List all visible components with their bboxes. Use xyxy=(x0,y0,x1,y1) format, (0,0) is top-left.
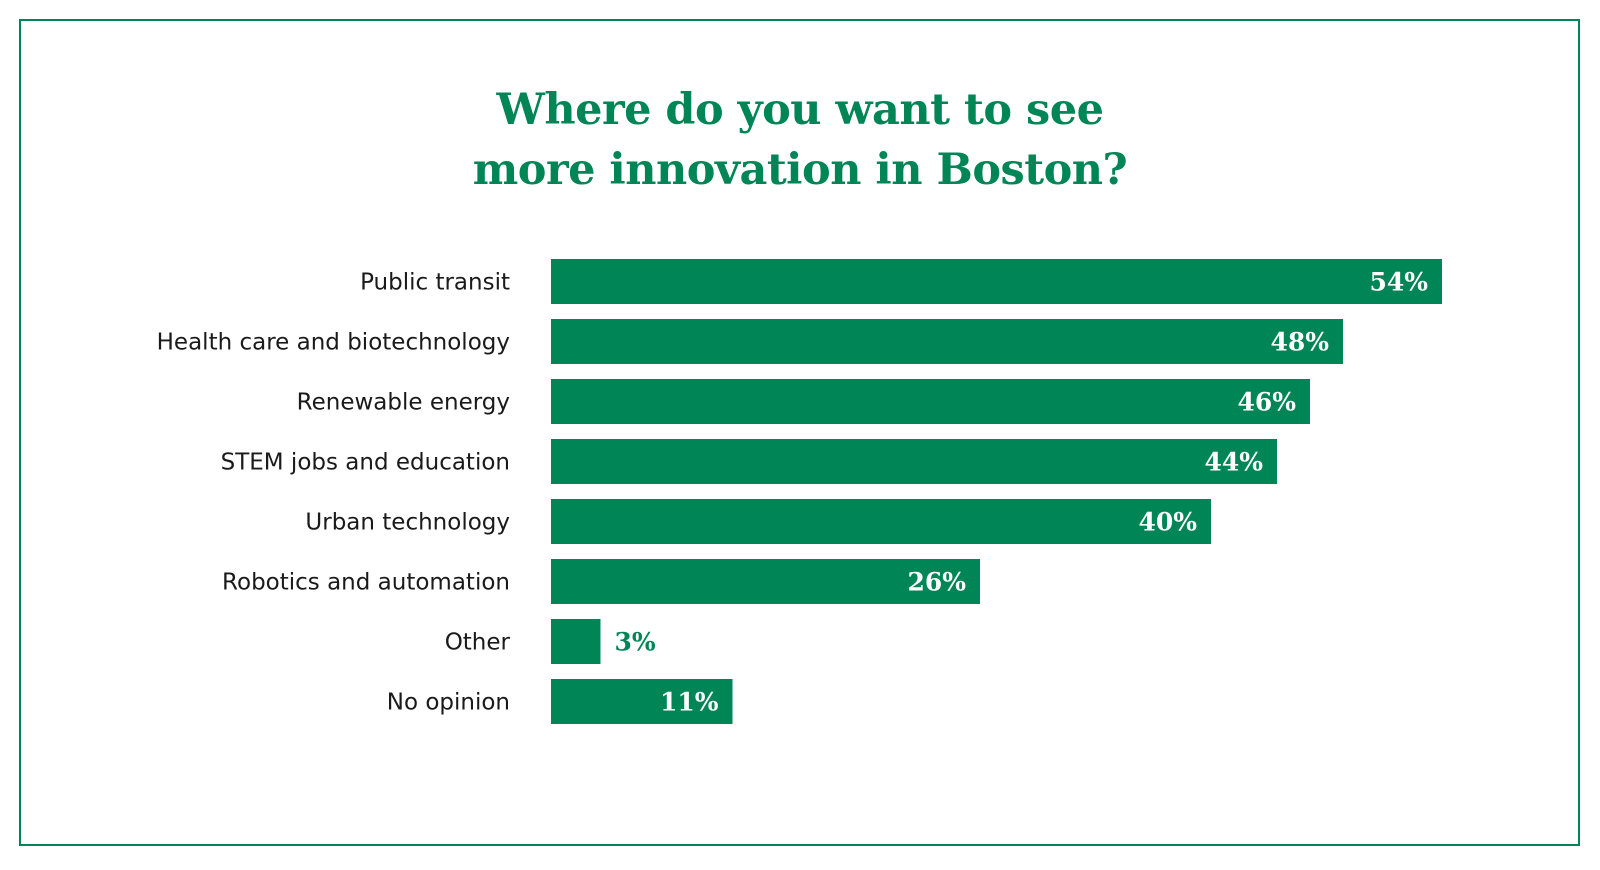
chart-title-line-2: more innovation in Boston? xyxy=(472,145,1128,195)
value-label-stem-jobs-and-education: 44% xyxy=(1204,448,1263,477)
bar-health-care-and-biotechnology xyxy=(551,319,1343,364)
category-label-renewable-energy: Renewable energy xyxy=(297,390,510,416)
bar-no-opinion xyxy=(551,679,733,724)
bar-other xyxy=(551,619,601,664)
category-label-urban-technology: Urban technology xyxy=(305,510,510,536)
category-label-other: Other xyxy=(445,630,511,656)
value-label-other: 3% xyxy=(615,628,656,657)
category-label-public-transit: Public transit xyxy=(360,270,510,296)
bar-public-transit xyxy=(551,259,1442,304)
value-label-health-care-and-biotechnology: 48% xyxy=(1270,328,1329,357)
category-label-no-opinion: No opinion xyxy=(387,690,510,716)
value-label-urban-technology: 40% xyxy=(1138,508,1197,537)
chart-title-line-1: Where do you want to see xyxy=(496,85,1104,135)
value-label-no-opinion: 11% xyxy=(660,688,719,717)
category-label-health-care-and-biotechnology: Health care and biotechnology xyxy=(157,330,510,356)
category-label-robotics-and-automation: Robotics and automation xyxy=(222,570,510,596)
value-label-robotics-and-automation: 26% xyxy=(907,568,966,597)
bar-urban-technology xyxy=(551,499,1211,544)
chart-frame xyxy=(19,19,1580,846)
bar-stem-jobs-and-education xyxy=(551,439,1277,484)
bar-renewable-energy xyxy=(551,379,1310,424)
value-label-renewable-energy: 46% xyxy=(1237,388,1296,417)
category-label-stem-jobs-and-education: STEM jobs and education xyxy=(221,450,510,476)
bar-robotics-and-automation xyxy=(551,559,980,604)
value-label-public-transit: 54% xyxy=(1369,268,1428,297)
